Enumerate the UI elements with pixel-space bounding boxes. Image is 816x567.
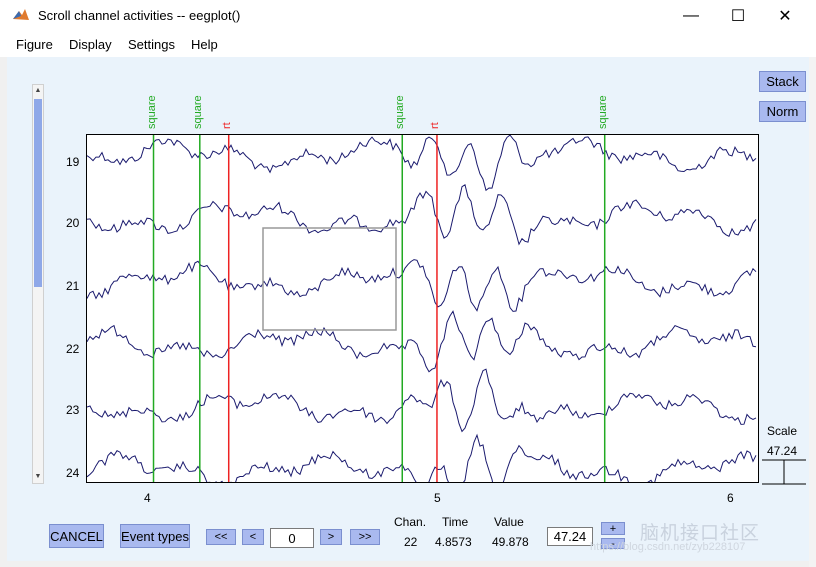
scale-minus-button[interactable]: - (601, 538, 625, 550)
matlab-icon (13, 9, 29, 20)
event-label: square (191, 95, 204, 129)
menu-display[interactable]: Display (69, 37, 112, 52)
chan-value: 22 (404, 535, 418, 549)
eeg-trace (87, 310, 757, 373)
page-forward-button[interactable]: >> (350, 529, 380, 545)
channel-label: 19 (66, 155, 80, 169)
menu-bar: Figure Display Settings Help ↘ (0, 31, 816, 79)
channel-label: 21 (66, 279, 80, 293)
time-value: 4.8573 (435, 535, 472, 549)
scale-bar-icon (762, 459, 806, 485)
event-label: square (596, 95, 609, 129)
event-label: square (394, 95, 407, 129)
channel-label: 23 (66, 403, 80, 417)
menu-figure[interactable]: Figure (16, 37, 53, 52)
event-label: rt (220, 122, 233, 129)
eeg-trace (87, 135, 757, 192)
scale-plus-button[interactable]: + (601, 522, 625, 535)
event-label: square (145, 95, 158, 129)
step-forward-button[interactable]: > (320, 529, 342, 545)
scale-field[interactable]: 47.24 (547, 527, 593, 546)
time-tick-label: 6 (727, 491, 734, 505)
scroll-thumb[interactable] (34, 99, 42, 287)
minimize-button[interactable]: — (683, 6, 699, 24)
channel-scrollbar[interactable]: ▲ ▼ (32, 84, 44, 484)
cancel-button[interactable]: CANCEL (49, 524, 104, 548)
scale-value: 47.24 (767, 444, 798, 458)
value-label: Value (494, 515, 524, 529)
time-tick-label: 5 (434, 491, 441, 505)
event-types-button[interactable]: Event types (120, 524, 190, 548)
channel-label: 20 (66, 216, 80, 230)
selection-box[interactable] (262, 227, 397, 331)
background-window-edge (809, 57, 816, 567)
channel-label: 24 (66, 466, 80, 480)
title-bar: Scroll channel activities -- eegplot() —… (0, 0, 816, 31)
channel-label: 22 (66, 342, 80, 356)
scale-label: Scale (767, 424, 798, 438)
step-back-button[interactable]: < (242, 529, 264, 545)
close-button[interactable]: ✕ (778, 7, 792, 25)
menu-settings[interactable]: Settings (128, 37, 175, 52)
scroll-up-arrow-icon[interactable]: ▲ (34, 87, 42, 94)
window-start-field[interactable]: 0 (270, 528, 314, 548)
time-label: Time (442, 515, 469, 529)
value-value: 49.878 (492, 535, 529, 549)
eeg-trace (87, 184, 757, 246)
eeg-trace (87, 368, 757, 433)
window-title: Scroll channel activities -- eegplot() (38, 8, 241, 23)
eeg-trace (87, 259, 757, 312)
eeg-traces-svg (87, 135, 757, 482)
watermark-url: https://blog.csdn.net/zyb228107 (590, 541, 746, 553)
event-label: rt (428, 122, 441, 129)
scroll-down-arrow-icon[interactable]: ▼ (34, 473, 42, 480)
maximize-button[interactable]: ☐ (730, 7, 746, 25)
stack-button[interactable]: Stack (759, 71, 806, 92)
eeg-trace (87, 433, 757, 482)
watermark-text: 脑机接口社区 (640, 523, 761, 544)
norm-button[interactable]: Norm (759, 101, 806, 122)
chan-label: Chan. (394, 515, 427, 529)
page-back-button[interactable]: << (206, 529, 236, 545)
time-tick-label: 4 (144, 491, 151, 505)
eeg-plot-area[interactable] (86, 134, 759, 483)
menu-help[interactable]: Help (191, 37, 218, 52)
